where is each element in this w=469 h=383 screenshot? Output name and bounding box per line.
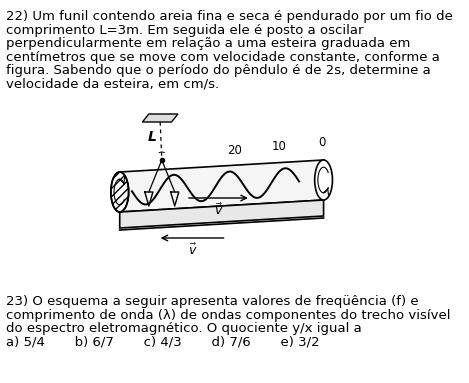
Text: comprimento L=3m. Em seguida ele é posto a oscilar: comprimento L=3m. Em seguida ele é posto… — [7, 23, 364, 36]
Polygon shape — [120, 160, 324, 212]
Text: 23) O esquema a seguir apresenta valores de freqüência (f) e: 23) O esquema a seguir apresenta valores… — [7, 295, 419, 308]
Text: 10: 10 — [272, 140, 287, 153]
Text: centímetros que se move com velocidade constante, conforme a: centímetros que se move com velocidade c… — [7, 51, 440, 64]
Ellipse shape — [315, 160, 333, 200]
Text: figura. Sabendo que o período do pêndulo é de 2s, determine a: figura. Sabendo que o período do pêndulo… — [7, 64, 431, 77]
Ellipse shape — [111, 172, 129, 212]
Text: velocidade da esteira, em cm/s.: velocidade da esteira, em cm/s. — [7, 77, 219, 90]
Text: comprimento de onda (λ) de ondas componentes do trecho visível: comprimento de onda (λ) de ondas compone… — [7, 308, 451, 321]
Text: perpendicularmente em relação a uma esteira graduada em: perpendicularmente em relação a uma este… — [7, 37, 411, 50]
Text: a) 5/4       b) 6/7       c) 4/3       d) 7/6       e) 3/2: a) 5/4 b) 6/7 c) 4/3 d) 7/6 e) 3/2 — [7, 336, 320, 349]
Text: 22) Um funil contendo areia fina e seca é pendurado por um fio de: 22) Um funil contendo areia fina e seca … — [7, 10, 454, 23]
Text: L: L — [147, 130, 156, 144]
Text: 0: 0 — [318, 136, 325, 149]
Polygon shape — [143, 114, 178, 122]
Text: 20: 20 — [227, 144, 242, 157]
Text: $\vec{v}$: $\vec{v}$ — [214, 203, 223, 218]
Polygon shape — [120, 200, 324, 228]
Text: $\vec{v}$: $\vec{v}$ — [188, 243, 197, 258]
Text: do espectro eletromagnético. O quociente y/x igual a: do espectro eletromagnético. O quociente… — [7, 322, 362, 335]
